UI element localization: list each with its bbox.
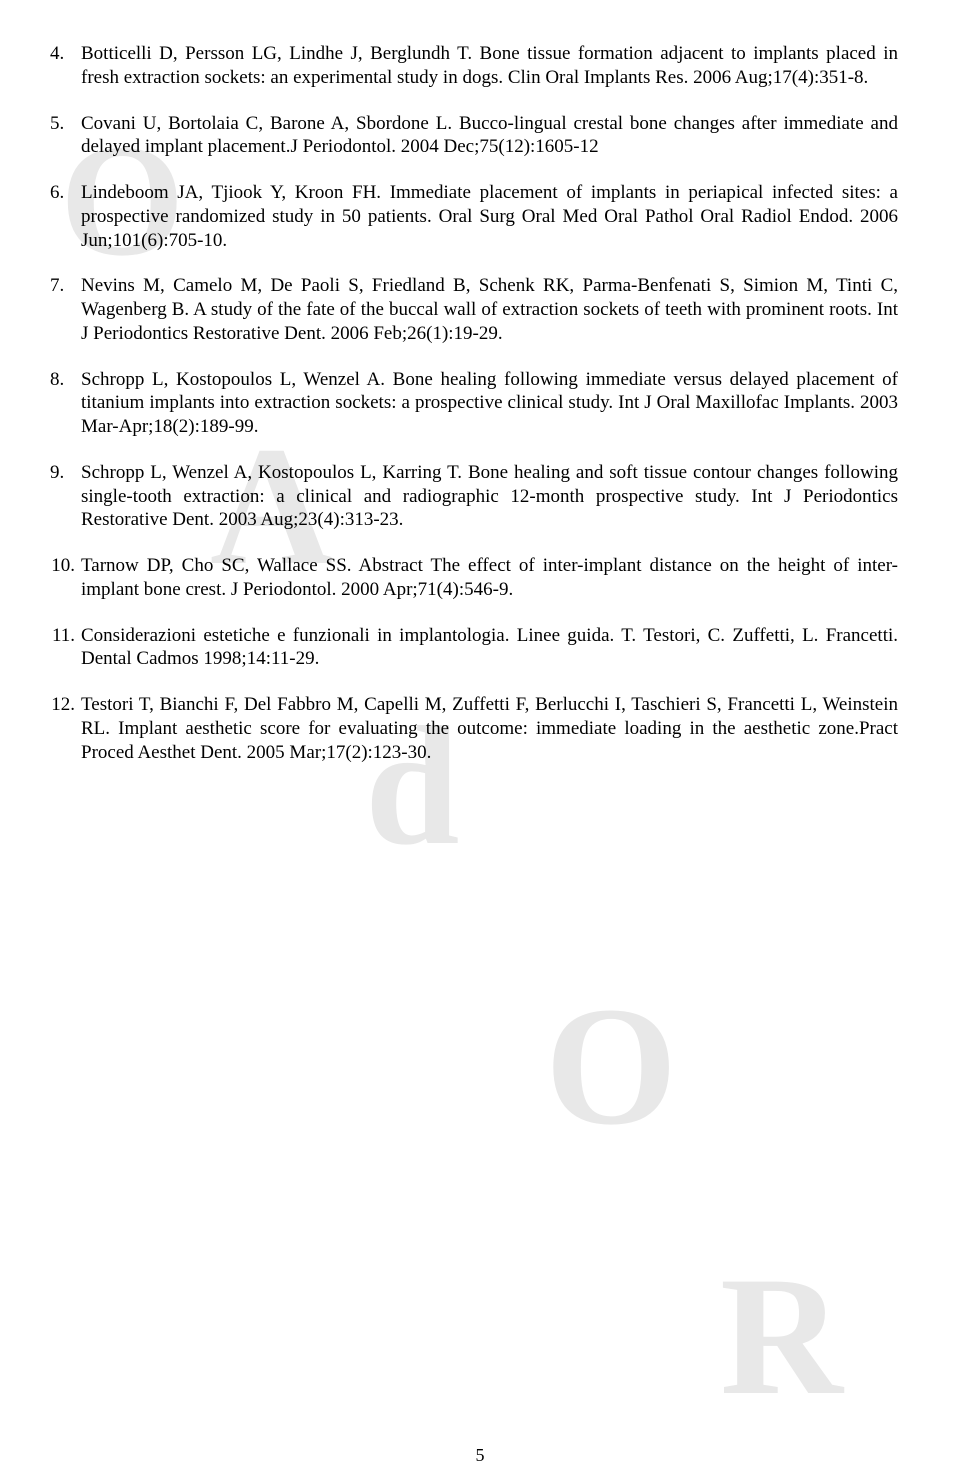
reference-item: 10. Tarnow DP, Cho SC, Wallace SS. Abstr… xyxy=(50,554,898,602)
reference-item: 8. Schropp L, Kostopoulos L, Wenzel A. B… xyxy=(50,368,898,439)
reference-number: 5. xyxy=(50,112,74,136)
reference-number: 11. xyxy=(35,624,75,648)
reference-item: 9. Schropp L, Wenzel A, Kostopoulos L, K… xyxy=(50,461,898,532)
reference-number: 4. xyxy=(50,42,74,66)
page-number: 5 xyxy=(476,1444,485,1467)
reference-number: 7. xyxy=(50,274,74,298)
reference-number: 12. xyxy=(35,693,75,717)
reference-text: Lindeboom JA, Tjiook Y, Kroon FH. Immedi… xyxy=(81,182,898,251)
reference-number: 10. xyxy=(35,554,75,578)
reference-text: Botticelli D, Persson LG, Lindhe J, Berg… xyxy=(81,43,898,88)
reference-text: Schropp L, Kostopoulos L, Wenzel A. Bone… xyxy=(81,369,898,438)
reference-item: 6. Lindeboom JA, Tjiook Y, Kroon FH. Imm… xyxy=(50,181,898,252)
reference-item: 5. Covani U, Bortolaia C, Barone A, Sbor… xyxy=(50,112,898,160)
reference-item: 12. Testori T, Bianchi F, Del Fabbro M, … xyxy=(50,693,898,764)
references-content: 4. Botticelli D, Persson LG, Lindhe J, B… xyxy=(50,42,898,764)
reference-text: Covani U, Bortolaia C, Barone A, Sbordon… xyxy=(81,113,898,158)
reference-item: 7. Nevins M, Camelo M, De Paoli S, Fried… xyxy=(50,274,898,345)
reference-item: 11. Considerazioni estetiche e funzional… xyxy=(50,624,898,672)
reference-text: Nevins M, Camelo M, De Paoli S, Friedlan… xyxy=(81,275,898,344)
reference-text: Testori T, Bianchi F, Del Fabbro M, Cape… xyxy=(81,694,898,763)
reference-text: Considerazioni estetiche e funzionali in… xyxy=(81,625,898,670)
watermark-r: R xyxy=(720,1230,843,1443)
reference-number: 9. xyxy=(50,461,74,485)
references-list: 4. Botticelli D, Persson LG, Lindhe J, B… xyxy=(50,42,898,764)
reference-text: Tarnow DP, Cho SC, Wallace SS. Abstract … xyxy=(81,555,898,600)
reference-number: 8. xyxy=(50,368,74,392)
watermark-o2: O xyxy=(545,960,677,1173)
reference-item: 4. Botticelli D, Persson LG, Lindhe J, B… xyxy=(50,42,898,90)
reference-number: 6. xyxy=(50,181,74,205)
reference-text: Schropp L, Wenzel A, Kostopoulos L, Karr… xyxy=(81,462,898,531)
